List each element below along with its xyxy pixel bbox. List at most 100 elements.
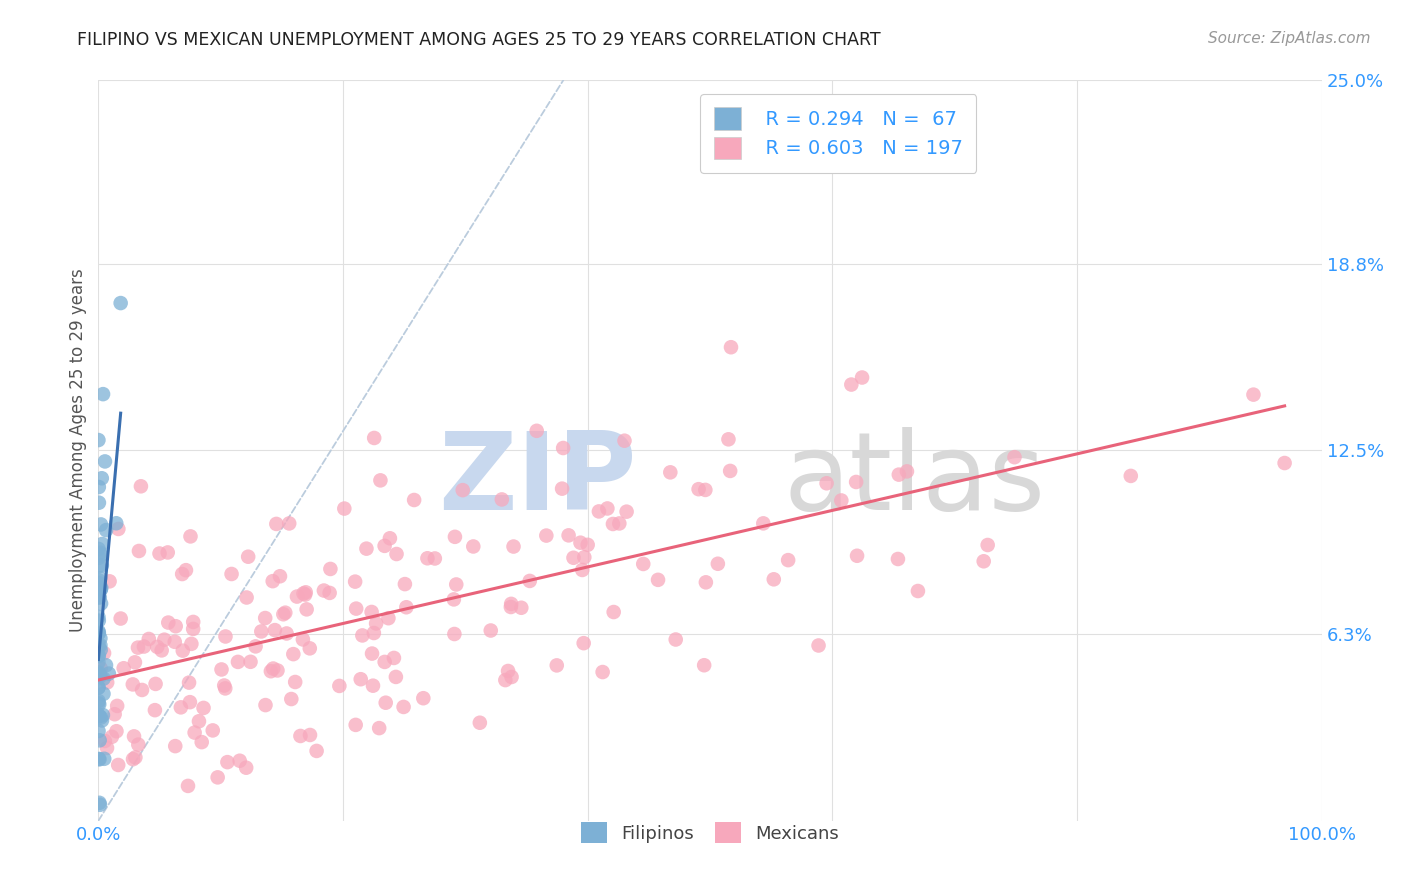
Point (896, 464, 918, 478)
Point (501, 597, 523, 611)
Point (172, 567, 194, 582)
Point (90, 582, 112, 597)
Point (93, 672, 115, 686)
Point (105, 724, 128, 739)
Point (328, 679, 350, 693)
Y-axis label: Unemployment Among Ages 25 to 29 years: Unemployment Among Ages 25 to 29 years (69, 268, 87, 632)
Point (395, 600, 418, 615)
Point (607, 516, 630, 531)
Point (333, 501, 356, 516)
Point (129, 479, 152, 493)
Point (385, 670, 408, 684)
Point (89, 796, 111, 810)
Point (96, 740, 118, 755)
Point (90, 581, 112, 595)
Point (378, 531, 401, 545)
Point (451, 483, 474, 497)
Point (89, 752, 111, 766)
Point (588, 504, 610, 518)
Point (87, 823, 110, 838)
Point (659, 466, 682, 480)
Point (519, 574, 541, 588)
Point (264, 623, 287, 637)
Point (87, 667, 110, 681)
Point (294, 588, 316, 602)
Point (211, 663, 233, 677)
Point (93, 752, 115, 766)
Point (98, 574, 121, 589)
Point (156, 545, 179, 559)
Point (93, 646, 115, 660)
Point (312, 583, 335, 598)
Point (107, 522, 129, 536)
Point (720, 340, 742, 354)
Point (846, 549, 869, 563)
Point (87, 573, 110, 587)
Text: atlas: atlas (783, 427, 1046, 533)
Point (87, 480, 110, 494)
Point (143, 703, 166, 717)
Point (87, 649, 110, 664)
Point (91, 714, 114, 728)
Point (87, 587, 110, 601)
Point (361, 679, 384, 693)
Point (87, 626, 110, 640)
Point (368, 721, 391, 735)
Point (443, 592, 465, 607)
Point (93, 687, 115, 701)
Point (262, 661, 284, 675)
Point (695, 483, 717, 497)
Point (536, 528, 558, 542)
Point (90, 661, 112, 675)
Point (127, 738, 149, 752)
Point (254, 698, 277, 712)
Point (295, 602, 318, 616)
Legend: Filipinos, Mexicans: Filipinos, Mexicans (572, 814, 848, 853)
Point (128, 544, 150, 558)
Point (124, 750, 146, 764)
Point (188, 714, 211, 729)
Point (87, 696, 110, 710)
Point (89, 546, 111, 560)
Point (479, 624, 502, 638)
Point (107, 758, 129, 772)
Point (217, 755, 239, 769)
Point (707, 557, 730, 571)
Point (89, 698, 111, 712)
Point (245, 640, 267, 654)
Point (976, 538, 998, 552)
Point (298, 728, 321, 742)
Point (274, 606, 297, 620)
Point (887, 467, 910, 482)
Point (90, 643, 112, 657)
Point (499, 600, 522, 615)
Point (319, 562, 342, 576)
Point (569, 535, 592, 549)
Point (404, 493, 426, 508)
Point (394, 577, 416, 591)
Point (87, 614, 110, 628)
Point (841, 377, 863, 392)
Point (193, 701, 215, 715)
Point (87, 655, 110, 669)
Point (574, 550, 596, 565)
Point (562, 550, 585, 565)
Point (546, 658, 568, 673)
Point (695, 575, 717, 590)
Point (201, 723, 224, 738)
Point (212, 679, 235, 693)
Point (90, 597, 112, 611)
Point (180, 637, 202, 651)
Point (752, 516, 775, 531)
Point (89, 668, 111, 682)
Point (87, 610, 110, 624)
Point (572, 636, 595, 650)
Point (276, 626, 298, 640)
Point (207, 770, 229, 784)
Point (571, 563, 593, 577)
Point (887, 552, 910, 566)
Point (110, 296, 132, 310)
Point (89, 632, 111, 646)
Point (174, 563, 197, 577)
Point (1274, 456, 1296, 470)
